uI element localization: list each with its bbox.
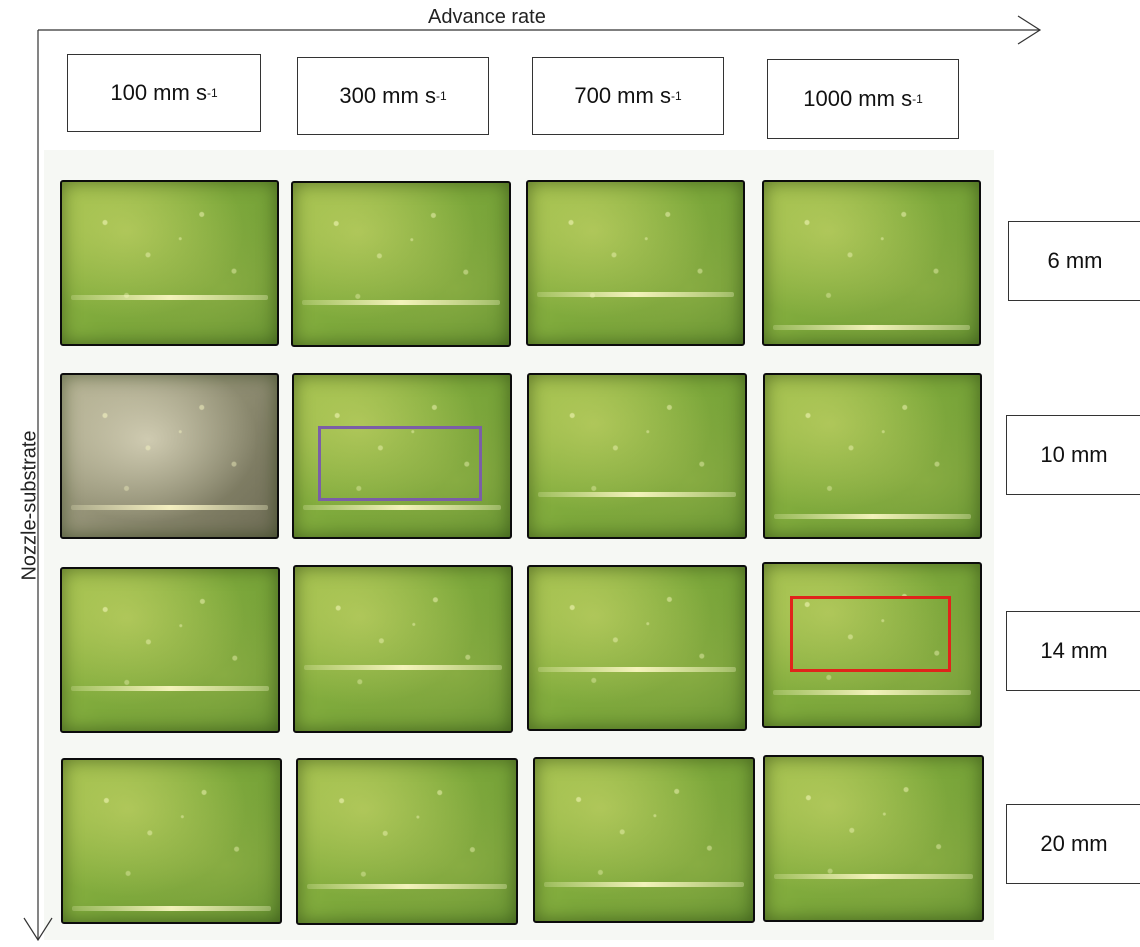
photo-r4-c1	[61, 758, 282, 924]
x-axis-arrowhead	[1017, 15, 1042, 45]
column-header-text: 100 mm s	[110, 80, 207, 105]
column-header-text: 300 mm s	[339, 83, 436, 108]
highlight-box-red	[790, 596, 951, 672]
column-header-text: 700 mm s	[574, 83, 671, 108]
highlight-box-purple	[318, 426, 482, 501]
weld-line	[302, 504, 502, 510]
row-header-20mm: 20 mm	[1006, 804, 1140, 884]
weld-line	[70, 504, 269, 510]
photo-r4-c2	[296, 758, 518, 925]
row-header-6mm: 6 mm	[1008, 221, 1140, 301]
x-axis-label: Advance rate	[428, 6, 546, 28]
photo-texture	[765, 757, 982, 920]
weld-line	[772, 690, 972, 696]
photo-r4-c3	[533, 757, 755, 923]
photo-texture	[298, 760, 516, 923]
weld-line	[70, 295, 269, 301]
photo-r3-c3	[527, 565, 747, 731]
column-header-text: 1000 mm s	[803, 86, 913, 111]
photo-r2-c3	[527, 373, 747, 539]
photo-texture	[528, 182, 743, 344]
photo-r1-c1	[60, 180, 279, 346]
column-header-100: 100 mm s -1	[67, 54, 261, 132]
weld-line	[773, 514, 972, 520]
column-header-1000: 1000 mm s -1	[767, 59, 959, 139]
photo-r4-c4	[763, 755, 984, 922]
photo-texture	[293, 183, 509, 345]
photo-texture	[62, 569, 278, 731]
row-header-text: 10 mm	[1040, 442, 1108, 467]
row-header-14mm: 14 mm	[1006, 611, 1140, 691]
column-header-700: 700 mm s -1	[532, 57, 724, 135]
photo-texture	[764, 564, 980, 726]
photo-texture	[764, 182, 979, 344]
weld-line	[537, 667, 737, 673]
y-axis-arrowhead	[23, 917, 53, 942]
photo-r2-c2	[292, 373, 512, 539]
weld-line	[303, 665, 503, 671]
row-header-text: 6 mm	[1047, 248, 1103, 273]
row-header-10mm: 10 mm	[1006, 415, 1140, 495]
photo-texture	[529, 567, 745, 729]
photo-texture	[535, 759, 753, 921]
weld-line	[70, 685, 270, 691]
photo-texture	[529, 375, 745, 537]
photo-r3-c1	[60, 567, 280, 733]
weld-line	[773, 874, 974, 880]
weld-line	[71, 905, 272, 911]
photo-texture	[765, 375, 980, 537]
weld-line	[301, 299, 501, 305]
photo-r1-c2	[291, 181, 511, 347]
photo-texture	[62, 182, 277, 344]
photo-r3-c2	[293, 565, 513, 733]
photo-texture	[63, 760, 280, 922]
row-header-text: 14 mm	[1040, 638, 1108, 663]
weld-line	[306, 883, 508, 889]
photo-r1-c3	[526, 180, 745, 346]
column-header-300: 300 mm s -1	[297, 57, 489, 135]
photo-r2-c4	[763, 373, 982, 539]
photo-r2-c1	[60, 373, 279, 539]
weld-line	[543, 882, 745, 888]
photo-texture	[295, 567, 511, 731]
photo-r3-c4	[762, 562, 982, 728]
photo-texture	[294, 375, 510, 537]
row-header-text: 20 mm	[1040, 831, 1108, 856]
y-axis-label: Nozzle-substrate	[18, 430, 41, 581]
photo-texture	[62, 375, 277, 537]
photo-r1-c4	[762, 180, 981, 346]
weld-line	[537, 491, 737, 497]
weld-line	[772, 324, 971, 330]
weld-line	[536, 292, 735, 298]
